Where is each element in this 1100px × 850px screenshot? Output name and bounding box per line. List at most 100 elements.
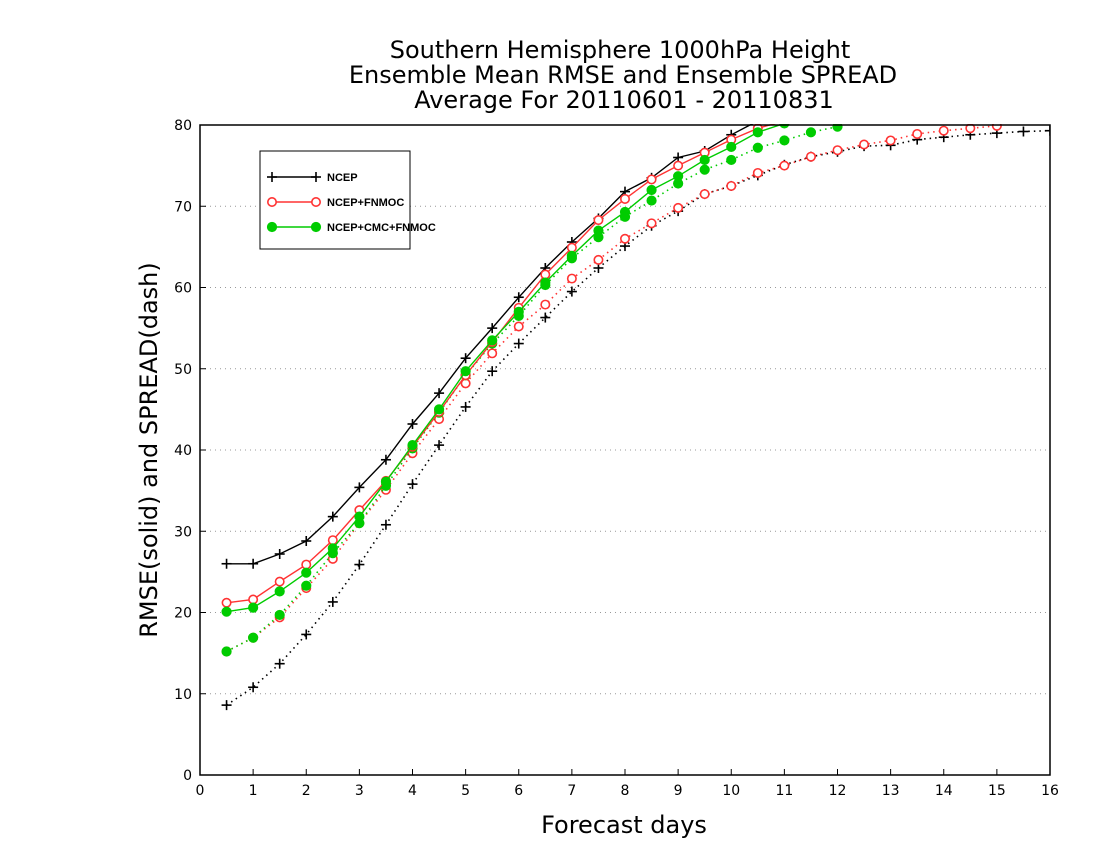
data-point <box>566 250 577 261</box>
data-point <box>805 127 817 138</box>
data-point <box>752 127 763 138</box>
data-point <box>646 184 657 196</box>
data-point <box>301 580 312 591</box>
x-tick-label: 1 <box>249 783 258 799</box>
legend-label: NCEP+FNMOC <box>327 197 404 209</box>
data-point <box>434 440 445 451</box>
y-axis-label: RMSE(solid) and SPREAD(dash) <box>135 262 163 638</box>
data-point <box>327 535 338 546</box>
data-point <box>274 586 285 597</box>
data-point <box>354 559 365 570</box>
y-tick-label: 60 <box>174 281 192 297</box>
data-point <box>832 145 843 156</box>
data-point <box>248 602 259 613</box>
data-point <box>248 558 259 569</box>
data-point <box>699 154 710 166</box>
x-axis-label: Forecast days <box>541 811 707 839</box>
data-point <box>991 124 1002 131</box>
data-point <box>779 124 790 129</box>
data-point <box>805 151 816 162</box>
data-point <box>301 559 312 570</box>
x-tick-label: 8 <box>621 783 630 799</box>
y-tick-label: 80 <box>174 118 192 134</box>
data-point <box>460 401 471 412</box>
legend-marker <box>266 221 278 233</box>
data-point <box>912 128 923 139</box>
data-point <box>460 353 471 364</box>
data-point <box>301 629 312 640</box>
data-point <box>274 576 285 587</box>
series-2 <box>221 124 790 617</box>
x-tick-label: 16 <box>1041 783 1059 799</box>
axis-ticks: 0 1 2 3 4 5 6 7 8 9 10 11 12 13 14 15 160102030405060708… <box>174 118 1059 799</box>
data-point <box>354 511 365 522</box>
data-point <box>248 632 259 643</box>
legend-marker <box>311 172 321 182</box>
data-point <box>779 160 790 171</box>
data-point <box>566 242 577 253</box>
data-point <box>221 646 232 657</box>
data-point <box>487 366 498 377</box>
data-point <box>221 700 232 711</box>
x-tick-label: 14 <box>935 783 953 799</box>
y-tick-label: 40 <box>174 443 192 459</box>
series-line <box>226 124 776 604</box>
data-point <box>221 606 232 617</box>
data-point <box>221 597 232 608</box>
x-tick-label: 11 <box>775 783 793 799</box>
x-tick-label: 5 <box>461 783 470 799</box>
data-point <box>619 233 630 244</box>
data-point <box>274 658 285 669</box>
data-point <box>540 277 551 288</box>
legend-marker <box>266 197 277 208</box>
title-line-3: Average For 20110601 - 20110831 <box>414 86 834 114</box>
data-point <box>1018 126 1029 137</box>
data-point <box>354 482 365 493</box>
data-point <box>407 419 418 429</box>
data-point <box>673 202 684 213</box>
data-point <box>513 306 524 317</box>
data-point <box>540 299 551 310</box>
x-tick-label: 2 <box>302 783 311 799</box>
gridlines <box>200 205 1050 695</box>
data-point <box>566 273 577 284</box>
y-tick-label: 20 <box>174 606 192 622</box>
data-point <box>301 567 312 578</box>
data-point <box>646 218 657 229</box>
x-tick-label: 0 <box>196 783 205 799</box>
data-point <box>1045 125 1050 136</box>
x-tick-label: 10 <box>722 783 740 799</box>
legend-marker <box>267 172 277 182</box>
x-tick-label: 12 <box>829 783 847 799</box>
data-point <box>646 174 657 185</box>
legend-marker <box>310 221 322 233</box>
data-point <box>380 476 392 487</box>
x-tick-label: 4 <box>408 783 417 799</box>
data-point <box>938 125 949 136</box>
data-point <box>487 335 498 346</box>
data-point <box>380 454 391 465</box>
data-point <box>699 189 710 200</box>
data-point <box>673 171 684 182</box>
data-point <box>752 167 763 178</box>
data-point <box>248 594 259 605</box>
data-point <box>513 321 524 332</box>
data-point <box>540 269 551 280</box>
series-layer <box>221 124 1050 711</box>
legend-label: NCEP+CMC+FNMOC <box>327 222 436 234</box>
y-tick-label: 50 <box>174 362 192 378</box>
data-point <box>752 142 763 153</box>
data-point <box>248 682 259 693</box>
series-line <box>226 124 785 613</box>
data-point <box>274 609 285 621</box>
data-point <box>380 519 391 530</box>
data-point <box>407 440 418 451</box>
data-point <box>434 388 445 399</box>
x-tick-label: 3 <box>355 783 364 799</box>
data-point <box>487 348 498 359</box>
x-tick-label: 15 <box>988 783 1006 799</box>
legend-box <box>259 150 411 250</box>
data-point <box>540 312 551 323</box>
data-point <box>619 206 631 218</box>
